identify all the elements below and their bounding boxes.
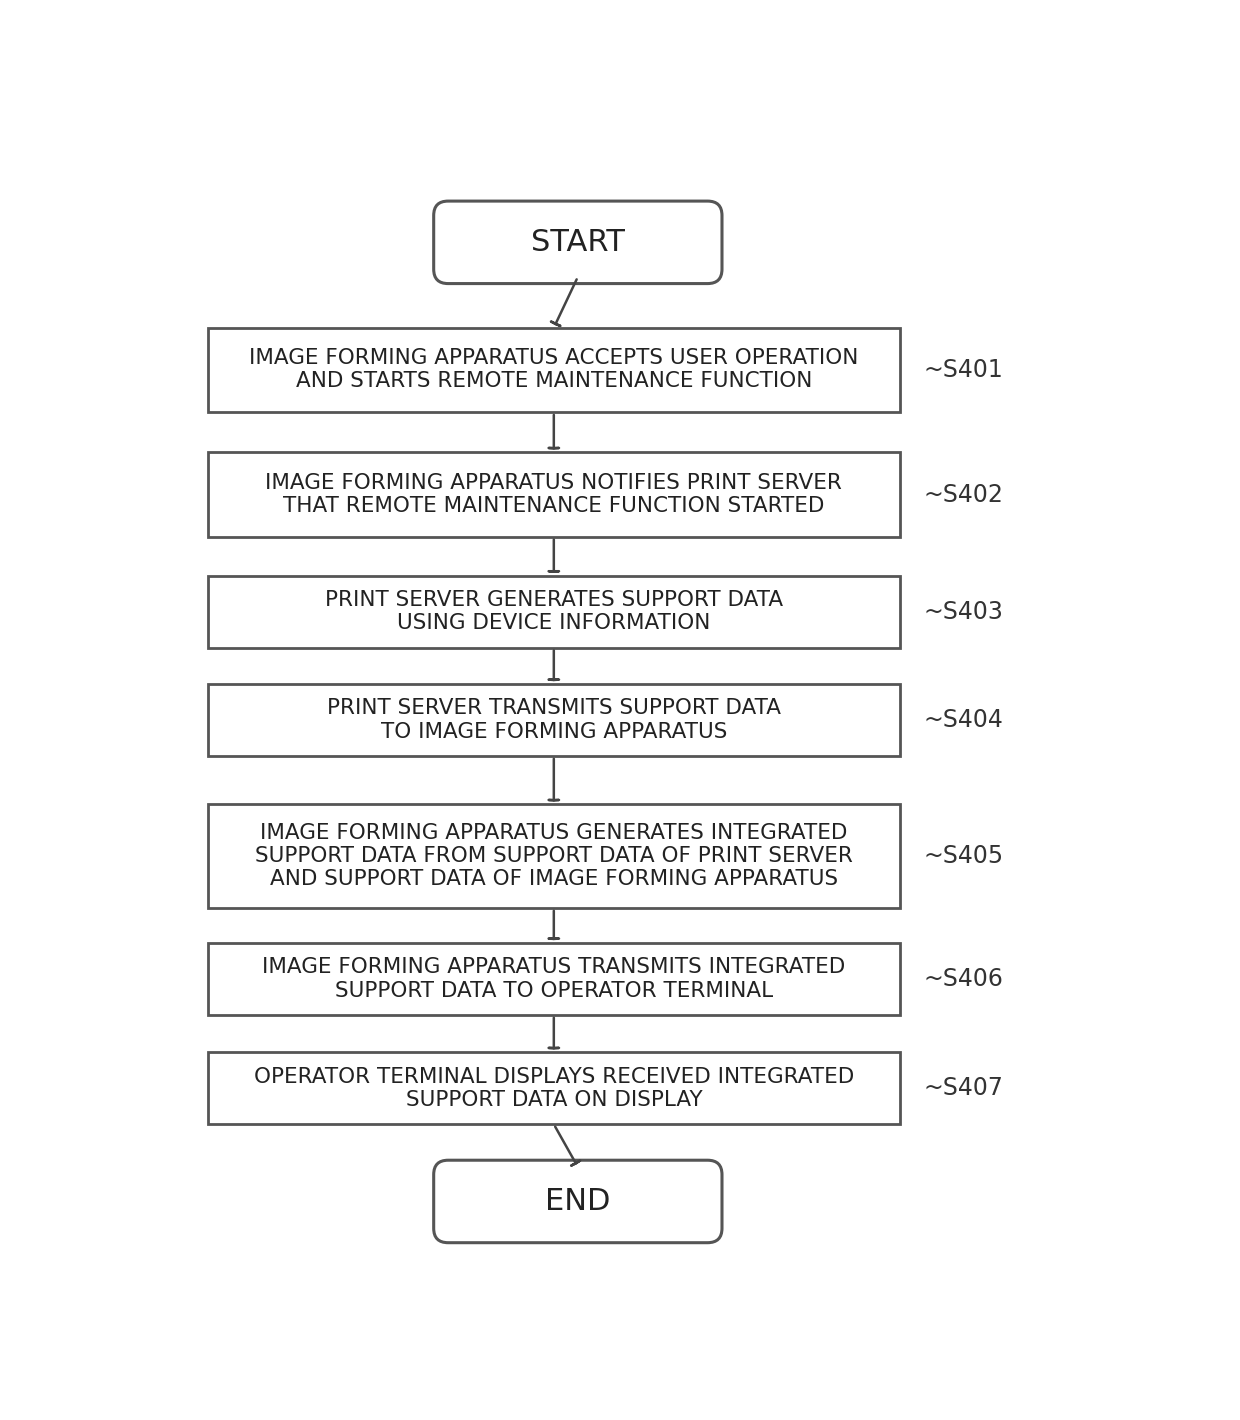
Text: ~S406: ~S406 — [924, 967, 1003, 991]
Text: START: START — [531, 227, 625, 257]
Text: END: END — [546, 1187, 610, 1216]
Bar — [208, 684, 900, 755]
FancyBboxPatch shape — [434, 202, 722, 284]
Bar — [208, 804, 900, 907]
Text: ~S405: ~S405 — [924, 843, 1004, 868]
Text: IMAGE FORMING APPARATUS TRANSMITS INTEGRATED
SUPPORT DATA TO OPERATOR TERMINAL: IMAGE FORMING APPARATUS TRANSMITS INTEGR… — [262, 957, 846, 1001]
Bar — [208, 453, 900, 537]
FancyBboxPatch shape — [434, 1160, 722, 1242]
Text: IMAGE FORMING APPARATUS GENERATES INTEGRATED
SUPPORT DATA FROM SUPPORT DATA OF P: IMAGE FORMING APPARATUS GENERATES INTEGR… — [255, 824, 853, 889]
Text: ~S401: ~S401 — [924, 358, 1003, 382]
Text: PRINT SERVER GENERATES SUPPORT DATA
USING DEVICE INFORMATION: PRINT SERVER GENERATES SUPPORT DATA USIN… — [325, 589, 782, 633]
Text: PRINT SERVER TRANSMITS SUPPORT DATA
TO IMAGE FORMING APPARATUS: PRINT SERVER TRANSMITS SUPPORT DATA TO I… — [327, 699, 781, 741]
Text: OPERATOR TERMINAL DISPLAYS RECEIVED INTEGRATED
SUPPORT DATA ON DISPLAY: OPERATOR TERMINAL DISPLAYS RECEIVED INTE… — [254, 1066, 854, 1110]
Bar — [208, 943, 900, 1015]
Text: ~S403: ~S403 — [924, 599, 1003, 623]
Text: ~S402: ~S402 — [924, 483, 1003, 507]
Bar — [208, 1052, 900, 1125]
Bar — [208, 328, 900, 412]
Text: ~S407: ~S407 — [924, 1076, 1003, 1100]
Text: ~S404: ~S404 — [924, 709, 1003, 731]
Bar — [208, 575, 900, 648]
Text: IMAGE FORMING APPARATUS ACCEPTS USER OPERATION
AND STARTS REMOTE MAINTENANCE FUN: IMAGE FORMING APPARATUS ACCEPTS USER OPE… — [249, 348, 858, 392]
Text: IMAGE FORMING APPARATUS NOTIFIES PRINT SERVER
THAT REMOTE MAINTENANCE FUNCTION S: IMAGE FORMING APPARATUS NOTIFIES PRINT S… — [265, 473, 842, 517]
